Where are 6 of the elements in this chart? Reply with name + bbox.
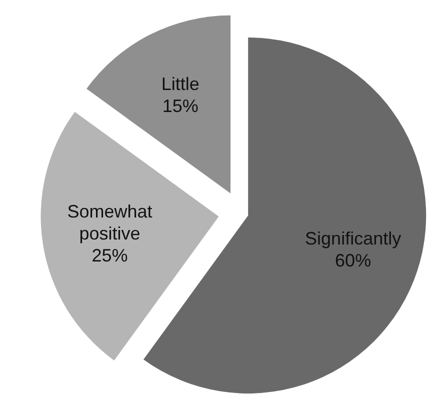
data-label: 25% bbox=[92, 246, 128, 266]
slice-label: Little bbox=[161, 74, 200, 94]
data-label: 15% bbox=[162, 96, 198, 116]
data-label: 60% bbox=[335, 250, 372, 271]
slice-label: Significantly bbox=[305, 228, 402, 249]
slice-label: Somewhat positive bbox=[67, 202, 152, 244]
